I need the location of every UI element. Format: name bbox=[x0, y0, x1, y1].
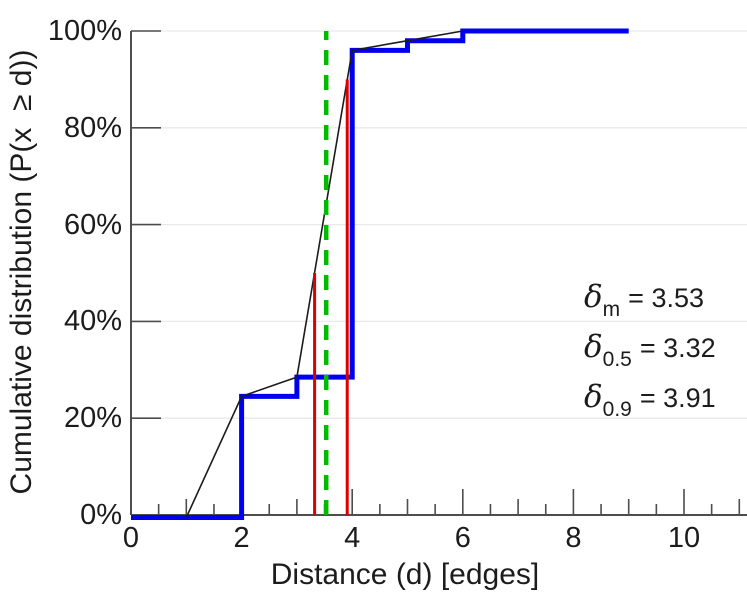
x-tick-label: 2 bbox=[233, 522, 250, 554]
x-tick-label: 8 bbox=[565, 522, 582, 554]
delta-symbol: δ bbox=[584, 379, 603, 415]
delta-subscript: m bbox=[602, 298, 621, 321]
y-axis-title: Cumulative distribution (P(x ≥ d)) bbox=[5, 49, 38, 495]
delta-subscript: 0.9 bbox=[602, 398, 632, 421]
delta-subscript: 0.5 bbox=[602, 348, 632, 371]
delta-value: = 3.91 bbox=[639, 383, 716, 413]
delta-value: = 3.53 bbox=[628, 283, 704, 313]
delta-symbol: δ bbox=[584, 329, 603, 365]
y-tick-label: 80% bbox=[63, 111, 122, 144]
x-tick-label: 10 bbox=[667, 522, 701, 554]
annotation-delta-mean: δm = 3.53 bbox=[584, 279, 704, 321]
y-tick-label: 100% bbox=[47, 15, 122, 47]
y-tick-label: 20% bbox=[63, 402, 122, 435]
x-tick-label: 0 bbox=[122, 522, 140, 554]
x-tick-label: 4 bbox=[344, 522, 361, 554]
delta-symbol: δ bbox=[584, 279, 603, 315]
y-tick-label: 60% bbox=[63, 208, 122, 241]
y-tick-label: 40% bbox=[63, 305, 122, 338]
annotation-delta-05: δ0.5 = 3.32 bbox=[584, 329, 716, 371]
y-tick-label: 0% bbox=[80, 499, 122, 531]
x-axis-title: Distance (d) [edges] bbox=[270, 558, 540, 591]
empirical-cdf-step-line bbox=[131, 28, 629, 520]
x-tick-label: 6 bbox=[454, 522, 471, 554]
annotation-delta-09: δ0.9 = 3.91 bbox=[584, 379, 716, 421]
delta-value: = 3.32 bbox=[639, 333, 716, 363]
